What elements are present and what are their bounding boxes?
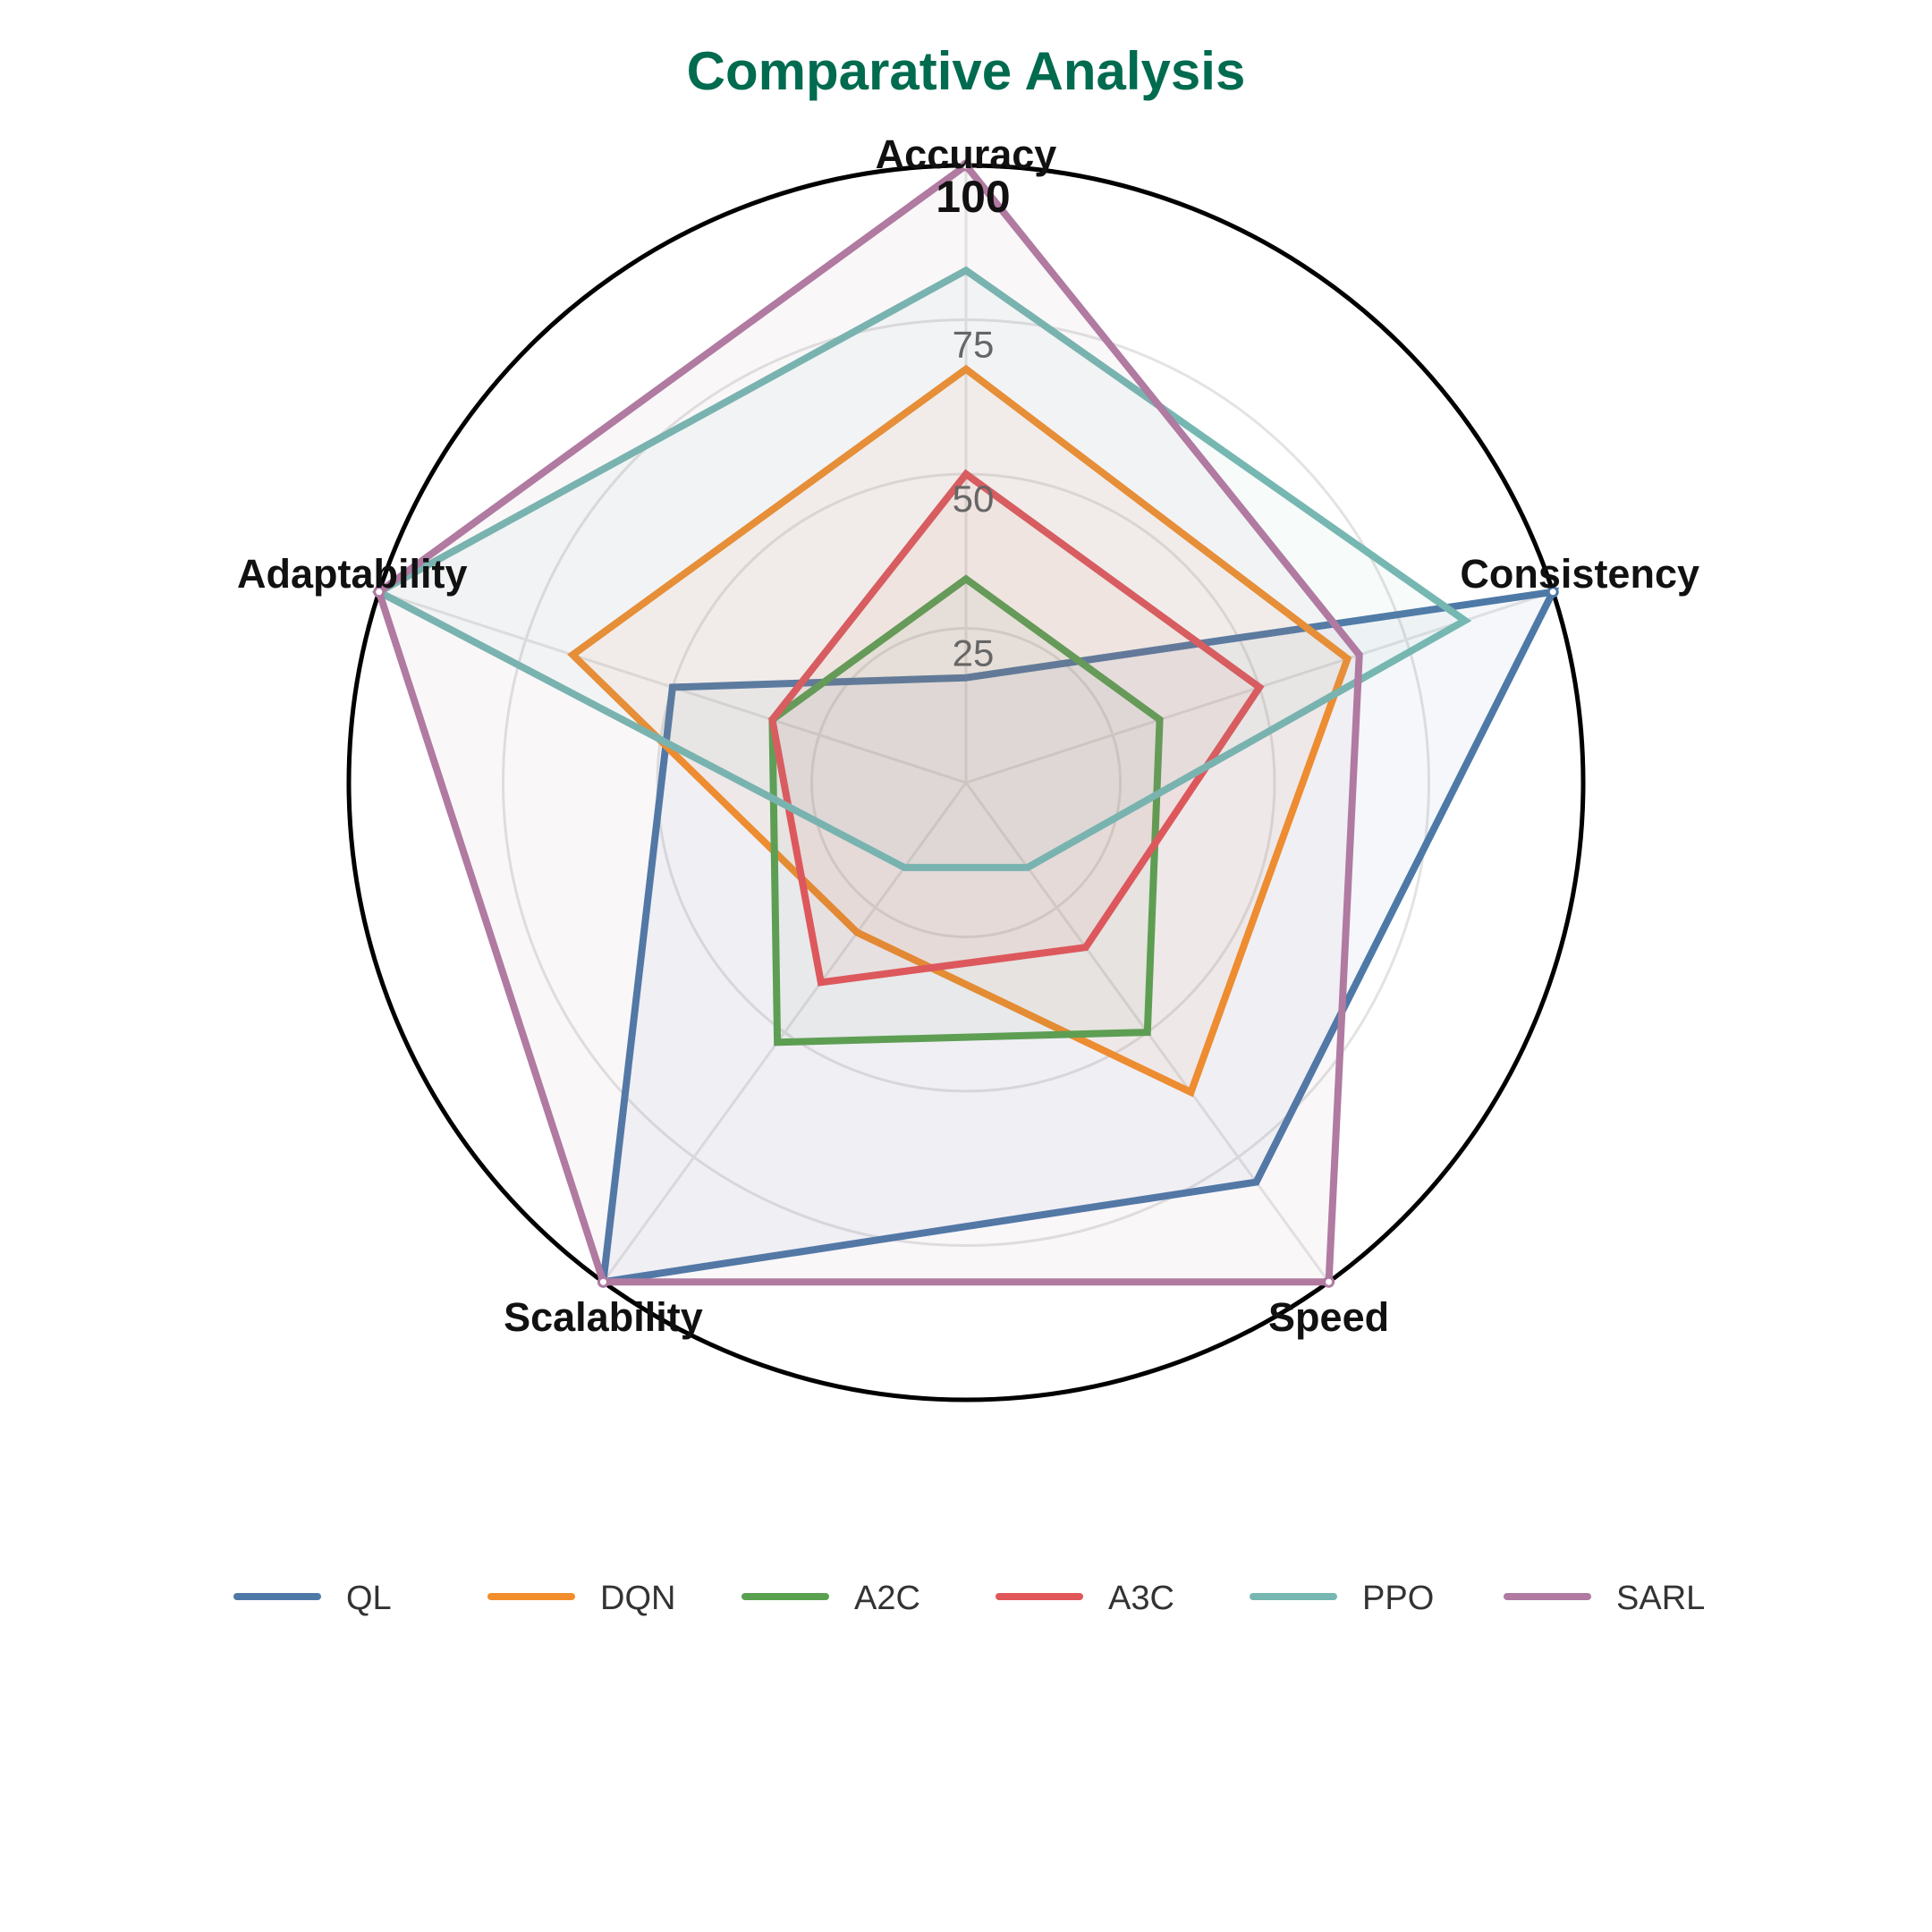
legend[interactable]: QL DQN A2C A3C PPO SARL [233,1580,1705,1617]
legend-label: SARL [1616,1580,1705,1617]
series-area-sarl [378,165,1360,1283]
axis-label-accuracy: Accuracy [876,131,1057,177]
series-area-ppo [378,270,1465,868]
legend-item-ql[interactable]: QL [233,1580,392,1617]
data-point [1323,1275,1335,1288]
axis-label-consistency: Consistency [1460,551,1699,597]
legend-item-ppo[interactable]: PPO [1250,1580,1434,1617]
series-area-a2c [772,579,1160,1043]
legend-label: A3C [1108,1580,1174,1617]
series-area-ql [603,591,1554,1283]
tick-label: 50 [953,478,995,520]
legend-item-dqn[interactable]: DQN [487,1580,675,1617]
legend-label: PPO [1362,1580,1434,1617]
series-line-ql [598,587,1560,1286]
legend-item-a2c[interactable]: A2C [741,1580,920,1617]
legend-label: DQN [600,1580,675,1617]
series-layer [371,159,1560,1288]
tick-labels: 25 50 75 100 [936,172,1010,674]
data-point [960,159,972,172]
legend-label: A2C [854,1580,920,1617]
data-point [597,1275,609,1288]
axis-label-scalability: Scalability [504,1294,703,1340]
series-line-a3c [768,469,1265,987]
data-point [373,586,386,598]
axis-label-speed: Speed [1268,1294,1389,1340]
legend-item-sarl[interactable]: SARL [1504,1580,1705,1617]
axis-labels: Accuracy Consistency Speed Scalability Adapt… [237,131,1699,1340]
data-point [1546,586,1559,598]
legend-label: QL [346,1580,392,1617]
series-line-sarl [375,160,1363,1286]
tick-label: 100 [936,172,1010,222]
chart-title: Comparative Analysis [687,41,1246,101]
series-line-a2c [768,574,1164,1046]
series-line-dqn [567,364,1352,1097]
series-line-ppo [371,266,1472,871]
legend-item-a3c[interactable]: A3C [996,1580,1174,1617]
tick-label: 75 [953,324,995,366]
axis-label-adaptability: Adaptability [237,551,468,597]
tick-label: 25 [953,632,995,674]
